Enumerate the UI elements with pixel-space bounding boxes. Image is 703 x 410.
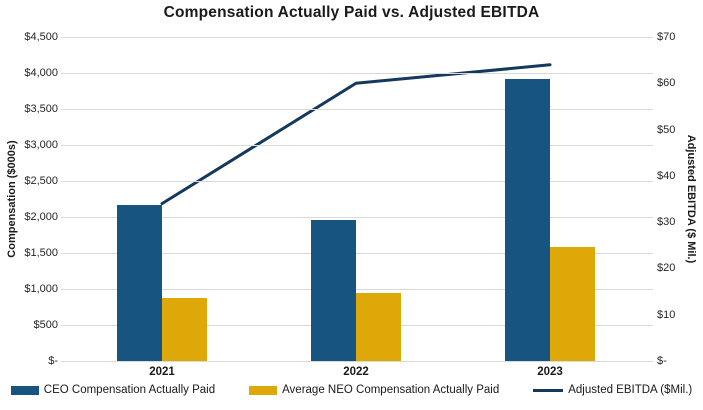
gridline — [61, 108, 653, 110]
legend-label-ceo: CEO Compensation Actually Paid — [43, 384, 216, 396]
neo-compensation-bar-2022 — [356, 292, 401, 361]
legend-item-neo-compensation: Average NEO Compensation Actually Paid — [249, 384, 499, 396]
ceo-bar-swatch-icon — [10, 385, 39, 395]
ceo-compensation-bar-2021 — [117, 204, 162, 361]
ceo-compensation-bar-2022 — [311, 219, 356, 361]
neo-compensation-bar-2023 — [550, 247, 595, 361]
ebitda-line-swatch-icon — [533, 388, 564, 392]
left-axis-tick-label: $4,000 — [24, 67, 58, 79]
right-axis-tick-label: $30 — [657, 216, 676, 229]
x-axis-label: 2023 — [537, 366, 563, 378]
x-axis-label: 2022 — [343, 366, 369, 378]
neo-bar-swatch-icon — [249, 385, 278, 395]
right-axis-tick-label: $20 — [657, 262, 676, 275]
gridline — [61, 216, 653, 218]
legend-label-ebitda: Adjusted EBITDA ($Mil.) — [568, 384, 693, 396]
plot-area — [61, 36, 653, 362]
right-axis-tick-label: $70 — [657, 31, 676, 43]
left-axis-tick-label: $500 — [33, 319, 58, 331]
legend-item-ceo-compensation: CEO Compensation Actually Paid — [10, 384, 216, 396]
gridline — [61, 252, 653, 254]
chart-title: Compensation Actually Paid vs. Adjusted … — [163, 4, 540, 21]
legend: CEO Compensation Actually Paid Average N… — [0, 384, 703, 396]
x-axis-label: 2021 — [149, 366, 175, 378]
neo-compensation-bar-2021 — [162, 298, 207, 361]
gridline — [61, 360, 653, 362]
left-axis-tick-label: $3,000 — [24, 139, 58, 151]
ceo-compensation-bar-2023 — [505, 78, 550, 361]
right-axis-ticks: $- $10 $20 $30 $40 $50 $60 $70 — [657, 0, 703, 410]
left-axis-tick-label: $4,500 — [24, 31, 58, 43]
right-axis-tick-label: $50 — [657, 123, 676, 136]
gridline — [61, 72, 653, 74]
left-axis-tick-label: $1,000 — [24, 283, 58, 295]
left-axis-tick-label: $- — [48, 355, 58, 367]
gridline — [61, 36, 653, 38]
ebitda-line-series — [160, 63, 552, 206]
right-axis-tick-label: $40 — [657, 169, 676, 182]
left-axis-tick-label: $2,000 — [24, 211, 58, 223]
right-axis-tick-label: $60 — [657, 77, 676, 90]
gridline — [61, 144, 653, 146]
right-axis-tick-label: $10 — [657, 308, 676, 321]
legend-label-neo: Average NEO Compensation Actually Paid — [282, 384, 500, 396]
left-axis-tick-label: $3,500 — [24, 103, 58, 115]
left-axis-tick-label: $2,500 — [24, 175, 58, 187]
gridline — [61, 288, 653, 290]
legend-item-adjusted-ebitda: Adjusted EBITDA ($Mil.) — [533, 384, 692, 396]
gridline — [61, 180, 653, 182]
left-axis-tick-label: $1,500 — [24, 247, 58, 259]
left-axis-ticks: $- $500 $1,000 $1,500 $2,000 $2,500 $3,000 $3,5… — [0, 0, 58, 410]
right-axis-tick-label: $- — [657, 355, 667, 367]
